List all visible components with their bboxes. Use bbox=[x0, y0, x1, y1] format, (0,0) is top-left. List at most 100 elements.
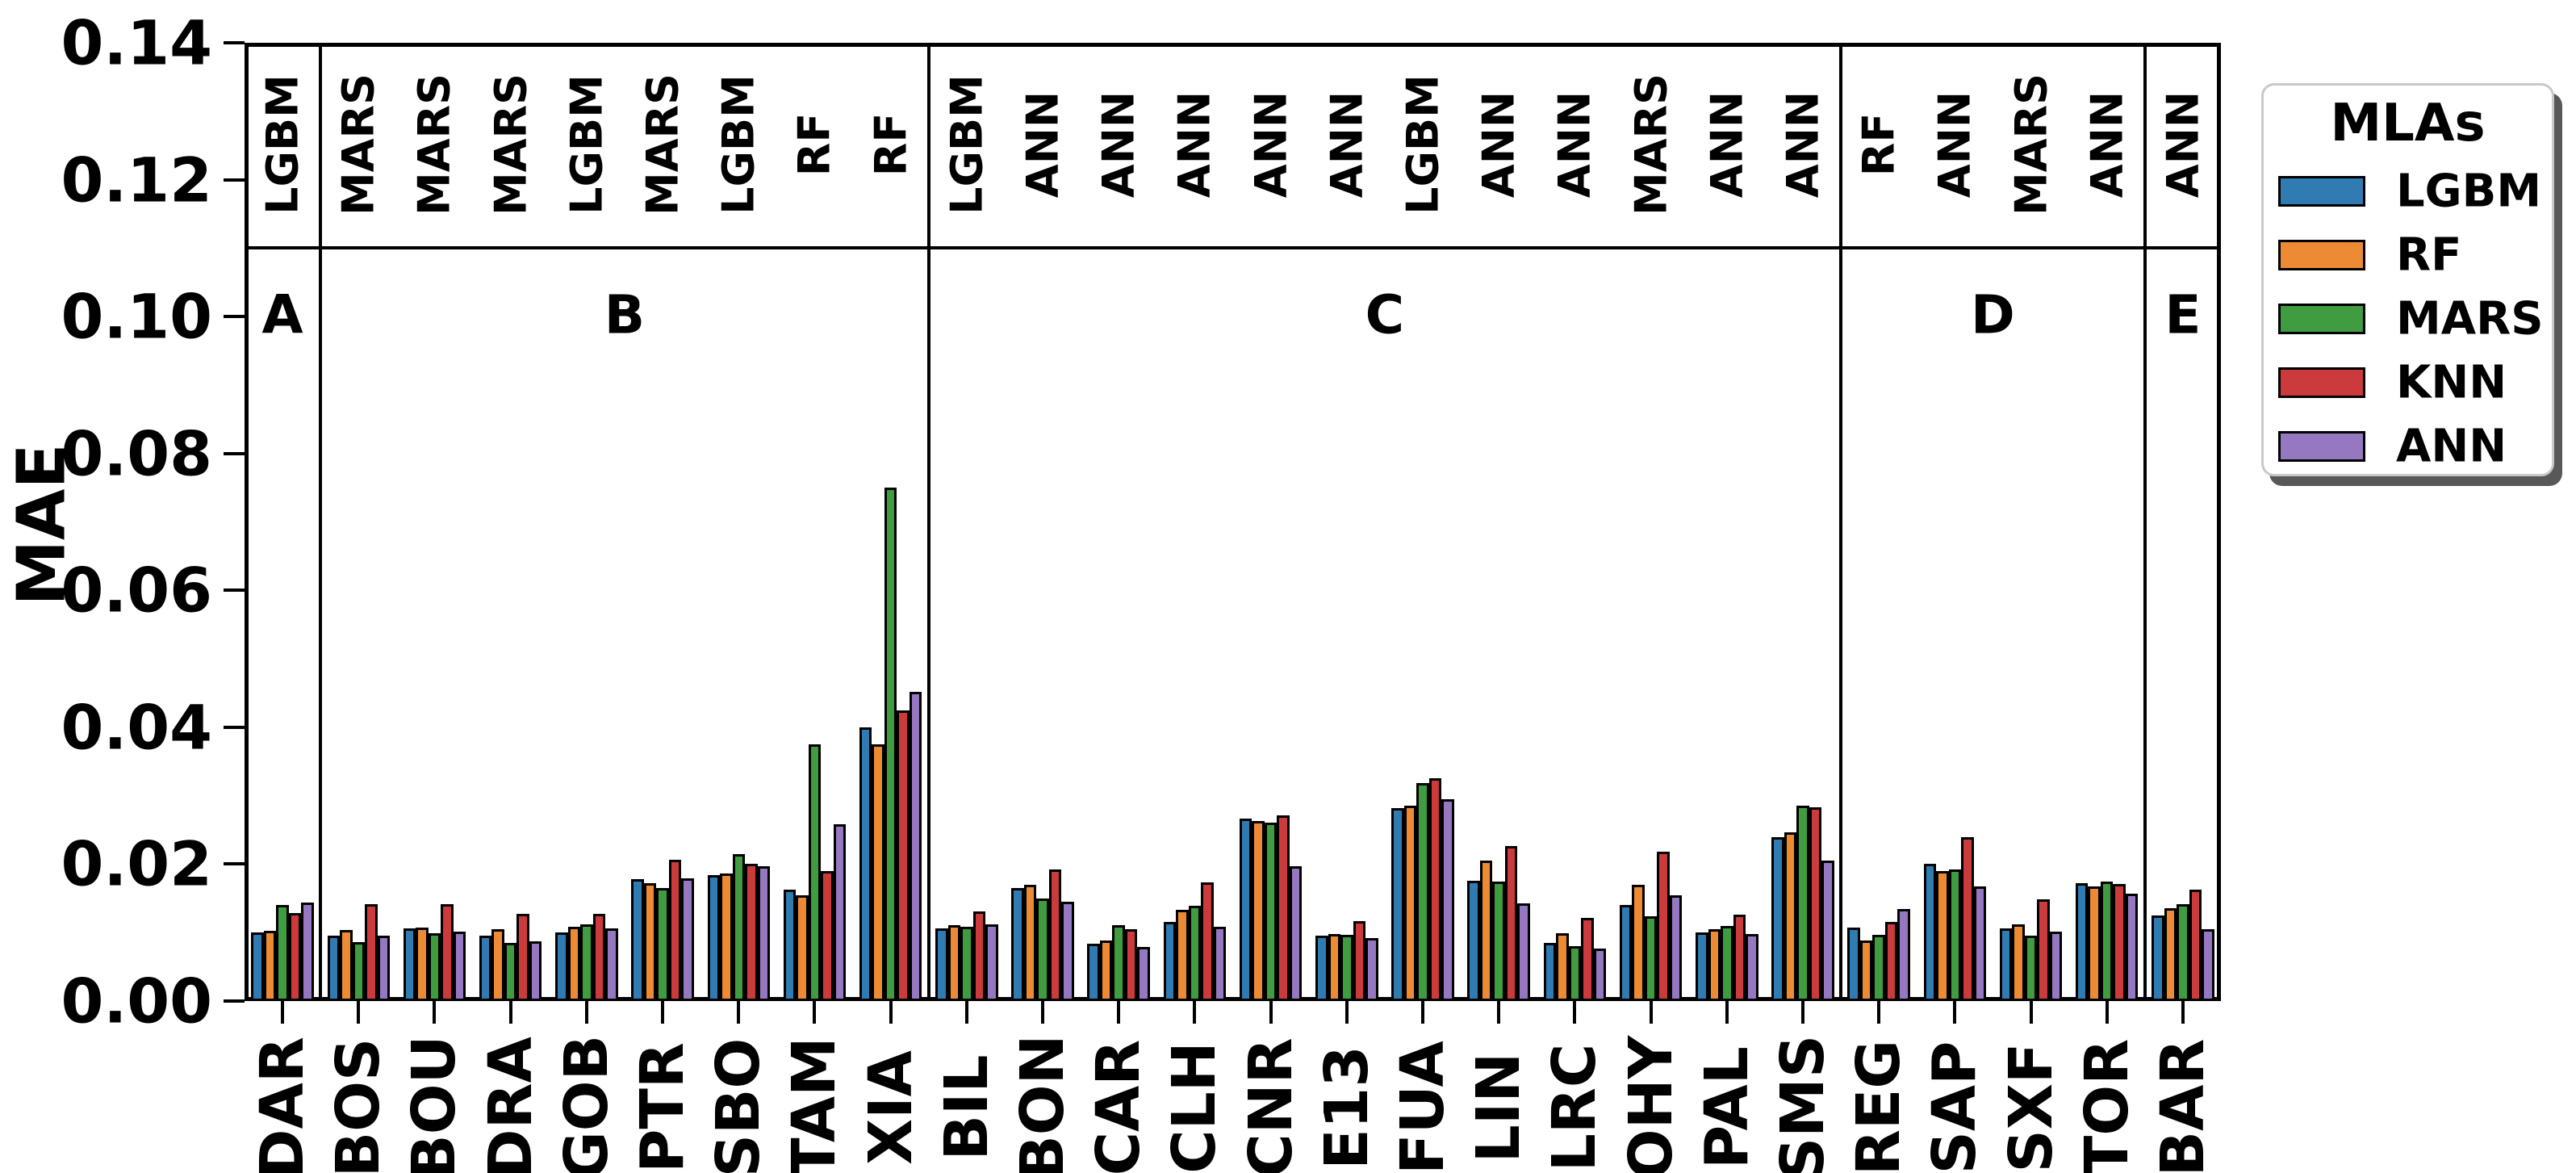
bar-OHY-MARS bbox=[1644, 915, 1658, 1001]
bar-SMS-ANN bbox=[1821, 861, 1834, 1001]
best-mla-label: MARS bbox=[485, 73, 537, 216]
bar-DRA-KNN bbox=[516, 914, 529, 1001]
bar-CLH-RF bbox=[1176, 910, 1189, 1001]
bar-SXF-ANN bbox=[2049, 931, 2063, 1001]
x-tick-mark bbox=[1041, 1001, 1045, 1024]
bar-REG-KNN bbox=[1884, 922, 1898, 1001]
x-tick-label: REG bbox=[1844, 1039, 1914, 1173]
x-tick-label: E13 bbox=[1311, 1045, 1382, 1170]
section-divider-line bbox=[926, 43, 930, 1001]
bar-TAM-RF bbox=[796, 894, 809, 1001]
bar-XIA-LGBM bbox=[859, 727, 872, 1001]
x-tick-label: BON bbox=[1008, 1034, 1078, 1173]
best-mla-label: MARS bbox=[408, 73, 460, 216]
bar-BAR-RF bbox=[2164, 907, 2177, 1001]
bar-LIN-KNN bbox=[1504, 846, 1518, 1001]
bar-SXF-KNN bbox=[2037, 899, 2050, 1001]
bar-CAR-KNN bbox=[1124, 928, 1138, 1001]
bar-XIA-KNN bbox=[897, 710, 910, 1001]
bar-TAM-ANN bbox=[833, 824, 847, 1001]
legend-swatch-MARS bbox=[2278, 304, 2365, 334]
x-tick-label: CLH bbox=[1160, 1041, 1230, 1173]
bar-PAL-MARS bbox=[1721, 925, 1733, 1001]
x-tick-mark bbox=[1800, 1001, 1804, 1024]
best-mla-label: ANN bbox=[1017, 90, 1068, 199]
bar-FUA-LGBM bbox=[1391, 807, 1404, 1001]
legend-label: KNN bbox=[2396, 356, 2507, 409]
bar-FUA-MARS bbox=[1416, 783, 1429, 1001]
x-tick-mark bbox=[508, 1001, 512, 1024]
bar-BOU-ANN bbox=[453, 931, 466, 1001]
best-mla-label: ANN bbox=[1549, 90, 1600, 199]
bar-FUA-RF bbox=[1403, 805, 1417, 1001]
best-mla-label: ANN bbox=[1473, 90, 1524, 199]
bar-SMS-LGBM bbox=[1771, 836, 1784, 1001]
x-tick-label: LRC bbox=[1540, 1043, 1610, 1172]
bar-XIA-MARS bbox=[884, 488, 897, 1001]
bar-BIL-LGBM bbox=[935, 928, 948, 1001]
x-tick-mark bbox=[1269, 1001, 1273, 1024]
x-tick-mark bbox=[1725, 1001, 1729, 1024]
x-tick-label: SAP bbox=[1920, 1041, 1990, 1173]
x-tick-mark bbox=[1573, 1001, 1577, 1024]
bar-OHY-ANN bbox=[1669, 894, 1683, 1001]
bar-LRC-LGBM bbox=[1543, 942, 1557, 1001]
x-tick-label: GOB bbox=[551, 1034, 621, 1173]
bar-OHY-KNN bbox=[1657, 852, 1670, 1001]
x-tick-mark bbox=[737, 1001, 741, 1024]
y-tick-label: 0.00 bbox=[61, 965, 212, 1037]
x-tick-mark bbox=[584, 1001, 588, 1024]
bar-PTR-KNN bbox=[668, 860, 682, 1001]
legend-label: RF bbox=[2396, 228, 2462, 282]
section-divider-line bbox=[319, 43, 323, 1001]
x-tick-mark bbox=[2105, 1001, 2109, 1024]
bar-BAR-LGBM bbox=[2152, 915, 2164, 1001]
y-tick-label: 0.06 bbox=[61, 554, 212, 626]
x-tick-label: SMS bbox=[1767, 1034, 1838, 1173]
bar-CLH-KNN bbox=[1201, 882, 1214, 1001]
bar-BOS-LGBM bbox=[327, 935, 341, 1001]
x-tick-label: CNR bbox=[1236, 1037, 1306, 1173]
x-tick-label: CAR bbox=[1084, 1039, 1154, 1173]
bar-CNR-RF bbox=[1252, 821, 1265, 1001]
bar-GOB-MARS bbox=[580, 924, 593, 1001]
bar-TAM-LGBM bbox=[783, 889, 797, 1001]
x-tick-mark bbox=[1117, 1001, 1121, 1024]
x-tick-label: DRA bbox=[475, 1037, 546, 1173]
bar-XIA-ANN bbox=[909, 691, 922, 1001]
best-mla-label: ANN bbox=[2081, 90, 2133, 199]
bar-PTR-RF bbox=[643, 883, 657, 1001]
best-mla-label: MARS bbox=[2005, 73, 2057, 216]
bar-DRA-MARS bbox=[504, 942, 517, 1001]
bar-REG-RF bbox=[1859, 940, 1873, 1001]
y-tick-mark bbox=[224, 41, 245, 44]
section-divider-line bbox=[1839, 43, 1843, 1001]
x-tick-mark bbox=[964, 1001, 968, 1024]
bar-GOB-KNN bbox=[592, 914, 606, 1001]
bar-LRC-ANN bbox=[1593, 948, 1607, 1001]
bar-BON-RF bbox=[1023, 884, 1037, 1001]
y-tick-label: 0.02 bbox=[61, 827, 212, 900]
bar-GOB-RF bbox=[567, 927, 581, 1001]
x-tick-mark bbox=[1497, 1001, 1501, 1024]
section-divider-line bbox=[2143, 43, 2147, 1001]
bar-DAR-MARS bbox=[276, 905, 289, 1001]
bar-BIL-RF bbox=[947, 924, 961, 1001]
bar-XIA-RF bbox=[872, 744, 884, 1001]
best-mla-label: MARS bbox=[1625, 73, 1677, 216]
bar-TOR-ANN bbox=[2125, 893, 2139, 1001]
best-mla-label: ANN bbox=[1321, 90, 1373, 199]
y-tick-label: 0.08 bbox=[61, 417, 212, 490]
x-tick-label: PAL bbox=[1692, 1046, 1762, 1169]
best-mla-label: LGBM bbox=[561, 74, 613, 215]
bar-DAR-RF bbox=[263, 930, 277, 1001]
bar-E13-MARS bbox=[1340, 934, 1353, 1001]
bar-CNR-ANN bbox=[1289, 865, 1303, 1001]
bar-BON-MARS bbox=[1036, 898, 1049, 1001]
bar-REG-ANN bbox=[1897, 908, 1910, 1001]
x-tick-label: TAM bbox=[780, 1037, 850, 1173]
x-tick-label: SXF bbox=[1996, 1042, 2066, 1173]
y-tick-mark bbox=[224, 451, 245, 455]
bar-E13-ANN bbox=[1365, 937, 1378, 1001]
